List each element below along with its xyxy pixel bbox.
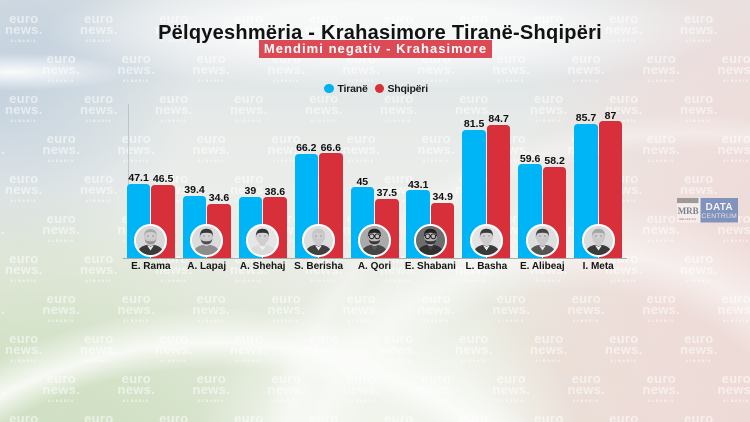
svg-text:DATA: DATA (705, 202, 733, 213)
svg-text:MRB: MRB (678, 206, 699, 216)
svg-text:CENTRUM: CENTRUM (701, 213, 737, 220)
svg-text:HELLAS S.A.: HELLAS S.A. (679, 217, 697, 221)
